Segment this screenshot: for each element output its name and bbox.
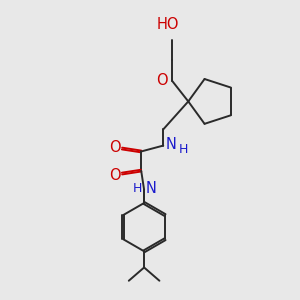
Text: HO: HO — [156, 17, 179, 32]
Text: N: N — [166, 136, 176, 152]
Text: O: O — [109, 140, 121, 154]
Text: N: N — [146, 181, 157, 196]
Text: H: H — [178, 143, 188, 157]
Text: O: O — [109, 167, 121, 182]
Text: H: H — [132, 182, 142, 195]
Text: O: O — [156, 73, 168, 88]
